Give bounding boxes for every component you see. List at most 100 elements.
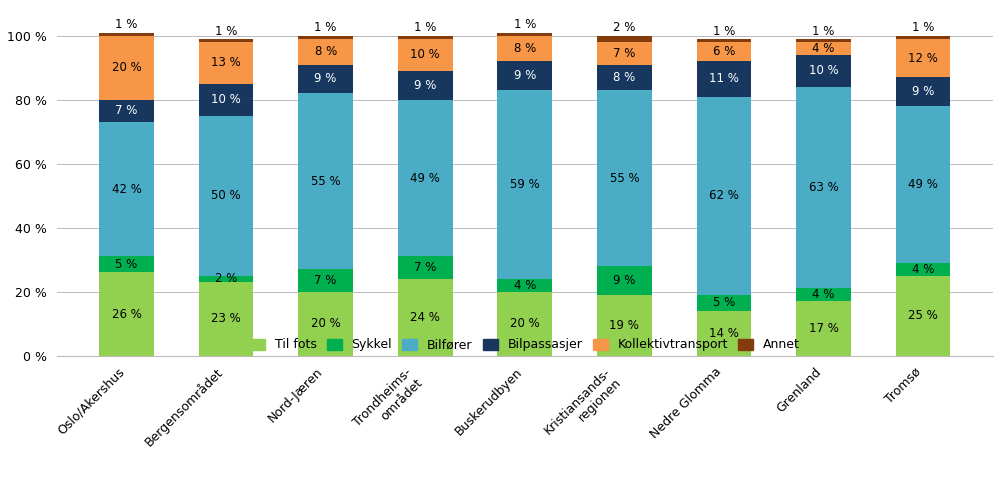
Text: 62 %: 62 % <box>709 189 739 202</box>
Bar <box>597 42 652 65</box>
Text: 10 %: 10 % <box>809 64 838 78</box>
Bar <box>497 33 552 36</box>
Bar <box>597 36 652 42</box>
Bar <box>597 90 652 266</box>
Bar <box>697 61 751 96</box>
Bar <box>896 39 950 78</box>
Text: 1 %: 1 % <box>514 18 536 31</box>
Text: 8 %: 8 % <box>315 45 337 58</box>
Text: 9 %: 9 % <box>613 274 636 287</box>
Text: 42 %: 42 % <box>112 183 141 196</box>
Text: 63 %: 63 % <box>809 181 838 194</box>
Text: 26 %: 26 % <box>112 308 141 321</box>
Text: 59 %: 59 % <box>510 178 540 191</box>
Bar <box>697 311 751 356</box>
Text: 20 %: 20 % <box>510 317 540 330</box>
Text: 8 %: 8 % <box>613 71 635 84</box>
Bar <box>199 116 253 276</box>
Bar <box>497 279 552 291</box>
Bar <box>697 295 751 311</box>
Bar <box>398 279 453 356</box>
Text: 5 %: 5 % <box>713 296 735 309</box>
Bar <box>298 65 353 93</box>
Text: 1 %: 1 % <box>215 25 237 38</box>
Text: 14 %: 14 % <box>709 327 739 340</box>
Bar <box>298 93 353 269</box>
Text: 10 %: 10 % <box>410 48 440 61</box>
Bar <box>99 273 154 356</box>
Bar <box>99 256 154 273</box>
Bar <box>896 78 950 106</box>
Bar <box>697 39 751 42</box>
Bar <box>697 96 751 295</box>
Text: 4 %: 4 % <box>912 263 934 276</box>
Text: 7 %: 7 % <box>314 274 337 287</box>
Text: 19 %: 19 % <box>609 319 639 332</box>
Bar <box>597 65 652 90</box>
Bar <box>398 100 453 256</box>
Bar <box>497 291 552 356</box>
Bar <box>398 39 453 71</box>
Text: 8 %: 8 % <box>514 42 536 55</box>
Bar <box>199 83 253 116</box>
Bar <box>896 36 950 39</box>
Text: 23 %: 23 % <box>211 312 241 326</box>
Text: 1 %: 1 % <box>115 18 138 31</box>
Legend: Til fots, Sykkel, Bilfører, Bilpassasjer, Kollektivtransport, Annet: Til fots, Sykkel, Bilfører, Bilpassasjer… <box>245 333 805 356</box>
Text: 1 %: 1 % <box>713 25 735 38</box>
Bar <box>796 42 851 55</box>
Bar <box>896 106 950 263</box>
Bar <box>398 256 453 279</box>
Bar <box>298 291 353 356</box>
Bar <box>796 288 851 301</box>
Bar <box>298 36 353 39</box>
Text: 1 %: 1 % <box>812 25 835 38</box>
Bar <box>796 301 851 356</box>
Bar <box>199 42 253 83</box>
Bar <box>597 295 652 356</box>
Bar <box>199 282 253 356</box>
Bar <box>99 36 154 100</box>
Bar <box>896 276 950 356</box>
Text: 4 %: 4 % <box>812 288 835 301</box>
Bar <box>497 90 552 279</box>
Text: 49 %: 49 % <box>410 171 440 185</box>
Bar <box>796 87 851 288</box>
Bar <box>199 276 253 282</box>
Bar <box>298 39 353 65</box>
Text: 11 %: 11 % <box>709 73 739 85</box>
Text: 24 %: 24 % <box>410 311 440 324</box>
Text: 9 %: 9 % <box>514 69 536 82</box>
Text: 9 %: 9 % <box>912 85 934 98</box>
Bar <box>796 39 851 42</box>
Text: 9 %: 9 % <box>414 79 436 92</box>
Text: 2 %: 2 % <box>215 272 237 286</box>
Text: 4 %: 4 % <box>514 279 536 292</box>
Text: 9 %: 9 % <box>314 73 337 85</box>
Text: 49 %: 49 % <box>908 178 938 191</box>
Text: 20 %: 20 % <box>311 317 341 330</box>
Bar <box>796 55 851 87</box>
Bar <box>99 33 154 36</box>
Text: 6 %: 6 % <box>713 45 735 58</box>
Text: 7 %: 7 % <box>613 47 636 60</box>
Text: 20 %: 20 % <box>112 61 141 74</box>
Bar <box>99 100 154 122</box>
Text: 1 %: 1 % <box>314 21 337 35</box>
Text: 7 %: 7 % <box>115 104 138 118</box>
Text: 55 %: 55 % <box>610 171 639 185</box>
Text: 25 %: 25 % <box>908 309 938 322</box>
Text: 17 %: 17 % <box>809 322 838 335</box>
Text: 50 %: 50 % <box>211 189 241 202</box>
Text: 4 %: 4 % <box>812 42 835 55</box>
Text: 13 %: 13 % <box>211 56 241 70</box>
Bar <box>497 61 552 90</box>
Text: 10 %: 10 % <box>211 93 241 106</box>
Bar <box>298 269 353 291</box>
Bar <box>597 266 652 295</box>
Text: 55 %: 55 % <box>311 175 340 188</box>
Bar <box>398 36 453 39</box>
Text: 1 %: 1 % <box>912 21 934 35</box>
Bar <box>896 263 950 276</box>
Text: 2 %: 2 % <box>613 21 636 35</box>
